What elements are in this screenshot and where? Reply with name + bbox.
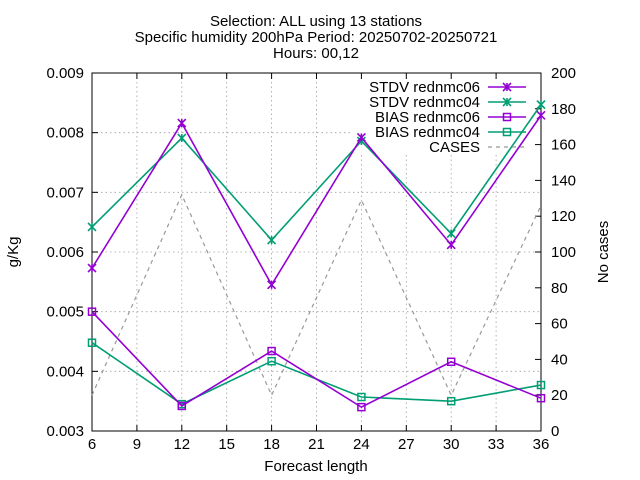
legend-label: BIAS rednmc06 (375, 109, 480, 126)
y2-tick-label: 60 (551, 316, 568, 333)
data-point (267, 356, 276, 366)
legend-marker (502, 127, 512, 137)
legend-label: BIAS rednmc04 (375, 124, 480, 141)
legend-entry: STDV rednmc06 (369, 79, 526, 96)
series-cases (91, 193, 542, 397)
data-point (356, 132, 366, 143)
data-point (357, 402, 366, 412)
series-bias-rednmc06 (87, 307, 546, 412)
legend-marker (502, 82, 512, 92)
legend-label: STDV rednmc06 (369, 79, 480, 96)
series-layer (87, 100, 546, 412)
x-tick-label: 21 (308, 436, 325, 453)
title-line-3: Hours: 00,12 (273, 45, 359, 62)
x-tick-label: 6 (88, 436, 96, 453)
legend-entry: BIAS rednmc04 (375, 124, 526, 141)
y2-tick-label: 160 (551, 137, 576, 154)
title-line-1: Selection: ALL using 13 stations (210, 13, 422, 30)
y-tick-label: 0.009 (46, 65, 84, 82)
data-point (267, 280, 277, 290)
data-point (536, 380, 546, 390)
y2-tick-label: 80 (551, 280, 568, 297)
y2-tick-label: 20 (551, 387, 568, 404)
data-point (177, 118, 187, 128)
legend-marker (502, 112, 512, 122)
x-tick-label: 30 (443, 436, 460, 453)
y-tick-label: 0.007 (46, 184, 84, 201)
y2-axis-label: No cases (595, 221, 612, 284)
y2-tick-label: 200 (551, 65, 576, 82)
x-tick-label: 15 (218, 436, 235, 453)
y2-tick-label: 0 (551, 423, 559, 440)
series-line (91, 104, 542, 242)
data-point (536, 100, 546, 110)
y-tick-label: 0.008 (46, 125, 84, 142)
data-point (87, 263, 97, 273)
data-point (87, 222, 97, 232)
data-point (536, 393, 546, 403)
series-line (91, 311, 542, 409)
y2-tick-label: 140 (551, 172, 576, 189)
y2-tick-label: 180 (551, 101, 576, 118)
y-tick-label: 0.006 (46, 244, 84, 261)
x-tick-label: 9 (133, 436, 141, 453)
y-tick-label: 0.003 (46, 423, 84, 440)
legend-label: STDV rednmc04 (369, 94, 480, 111)
y2-tick-label: 40 (551, 351, 568, 368)
axes: 6 9 12 15 18 21 24 27 30 33 36 0.003 0.004 0.005 0.006… (46, 65, 576, 453)
x-tick-label: 18 (263, 436, 280, 453)
y-tick-label: 0.005 (46, 304, 84, 321)
data-point (446, 228, 456, 239)
series-stdv-rednmc06 (87, 110, 546, 290)
series-line (91, 193, 542, 397)
x-tick-label: 12 (173, 436, 190, 453)
chart-title: Selection: ALL using 13 stations Specifi… (135, 13, 498, 62)
y-tick-label: 0.004 (46, 363, 84, 380)
legend-marker (502, 97, 512, 107)
x-tick-label: 27 (398, 436, 415, 453)
series-line (91, 342, 542, 406)
x-tick-label: 24 (353, 436, 370, 453)
data-point (267, 346, 276, 356)
data-point (177, 401, 187, 411)
x-tick-label: 36 (533, 436, 550, 453)
data-point (536, 110, 546, 120)
legend-entry: CASES (429, 139, 526, 156)
y2-tick-label: 120 (551, 208, 576, 225)
data-point (177, 133, 187, 143)
data-point (446, 240, 456, 250)
data-point (446, 396, 456, 406)
data-point (87, 338, 97, 347)
legend-label: CASES (429, 139, 480, 156)
legend-entry: STDV rednmc04 (369, 94, 526, 111)
series-stdv-rednmc04 (87, 100, 546, 245)
data-point (446, 357, 456, 367)
x-tick-label: 33 (488, 436, 505, 453)
y-axis-label: g/Kg (5, 237, 22, 268)
legend-entry: BIAS rednmc06 (375, 109, 526, 126)
data-point (357, 392, 366, 402)
x-axis-label: Forecast length (264, 458, 367, 475)
title-line-2: Specific humidity 200hPa Period: 2025070… (135, 29, 498, 46)
series-line (91, 114, 542, 287)
data-point (87, 307, 97, 316)
y2-tick-label: 100 (551, 244, 576, 261)
data-point (267, 235, 277, 245)
